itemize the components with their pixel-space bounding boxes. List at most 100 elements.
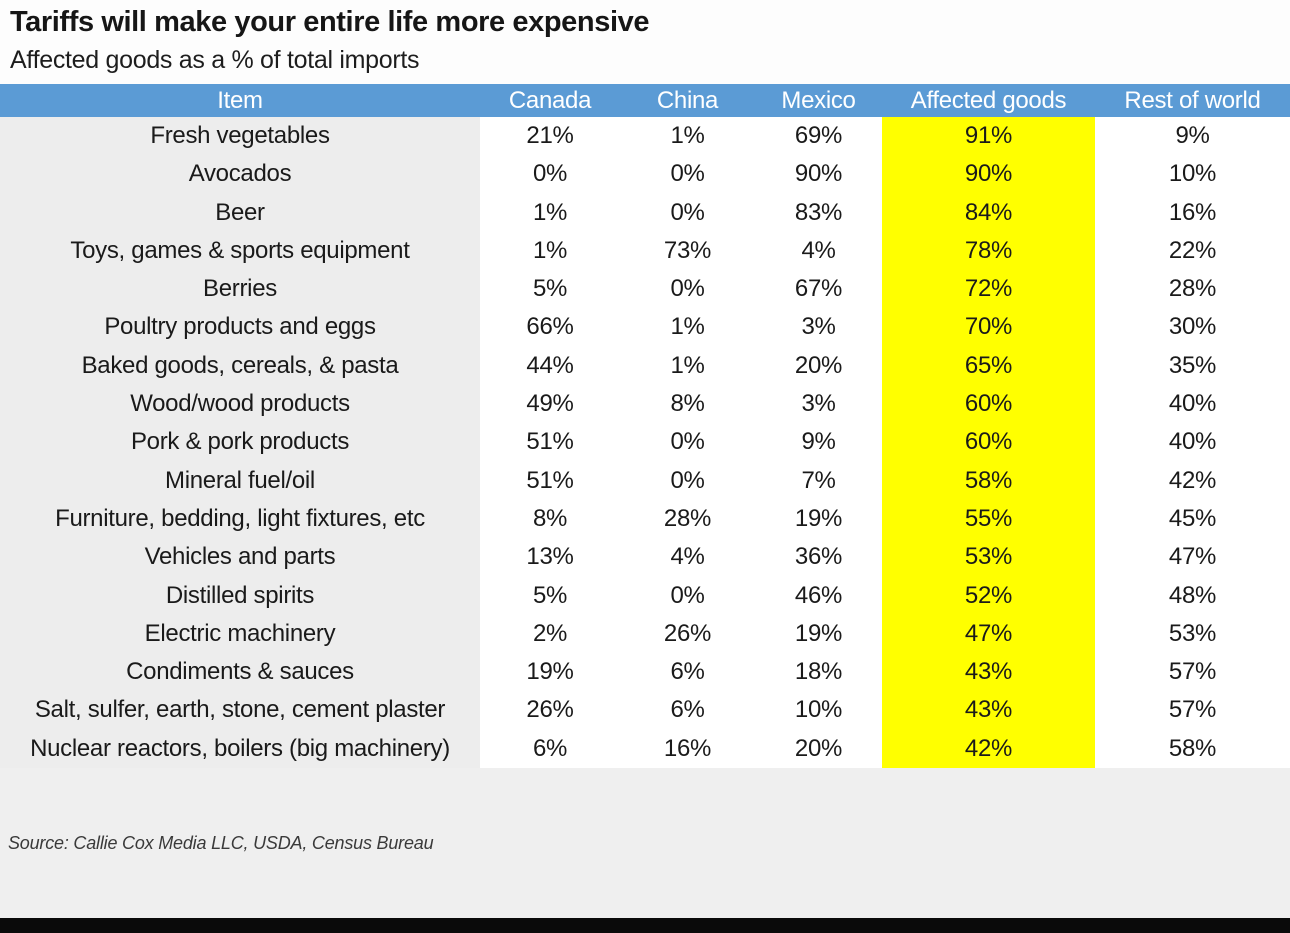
affected-goods-value-cell: 90% [882, 155, 1095, 194]
canada-value-cell: 8% [532, 504, 568, 532]
item-label: Baked goods, cereals, & pasta [81, 351, 399, 379]
rest-of-world-value-cell: 40% [1168, 390, 1217, 418]
table-row: Distilled spirits 5% 0% 46% 52% 48% [0, 576, 1290, 615]
item-cell: Salt, sulfer, earth, stone, cement plast… [0, 691, 480, 730]
item-cell: Baked goods, cereals, & pasta [0, 346, 480, 386]
item-label: Beer [215, 198, 265, 226]
item-label: Salt, sulfer, earth, stone, cement plast… [34, 696, 446, 724]
item-cell: Poultry products and eggs [0, 308, 480, 347]
table-row: Vehicles and parts 13% 4% 36% 53% 47% [0, 538, 1290, 577]
canada-value-cell: 19% [526, 658, 574, 686]
affected-goods-value-cell: 72% [882, 270, 1095, 309]
mexico-value-cell: 46% [794, 581, 843, 609]
source-attribution: Source: Callie Cox Media LLC, USDA, Cens… [8, 832, 434, 853]
affected-goods-value-cell: 91% [882, 117, 1095, 156]
canada-value-cell: 49% [526, 390, 574, 418]
item-label: Wood/wood products [130, 390, 350, 418]
affected-goods-value-cell: 47% [882, 614, 1095, 654]
canada-value-cell: 13% [526, 543, 574, 571]
rest-of-world-value-cell: 58% [1168, 734, 1217, 762]
table-row: Electric machinery 2% 26% 19% 47% 53% [0, 614, 1290, 654]
rest-of-world-value-cell: 10% [1168, 160, 1217, 188]
page-title: Tariffs will make your entire life more … [10, 6, 650, 38]
table-row: Mineral fuel/oil 51% 0% 7% 58% 42% [0, 461, 1290, 500]
canada-value-cell: 1% [532, 236, 568, 264]
mexico-value-cell: 36% [794, 543, 843, 571]
bottom-bar [0, 918, 1290, 933]
canada-value-cell: 5% [532, 581, 568, 609]
mexico-value-cell: 67% [794, 275, 843, 303]
item-cell: Mineral fuel/oil [0, 461, 480, 500]
affected-goods-value-cell: 52% [882, 576, 1095, 615]
china-value-cell: 1% [670, 122, 705, 149]
item-cell: Avocados [0, 155, 480, 194]
table-row: Furniture, bedding, light fixtures, etc 8… [0, 499, 1290, 539]
column-header-rest-of-world: Rest of world [1124, 86, 1261, 114]
item-label: Electric machinery [144, 619, 336, 647]
rest-of-world-value-cell: 40% [1168, 428, 1217, 456]
affected-goods-value-cell: 60% [882, 385, 1095, 424]
affected-goods-value-cell: 58% [882, 461, 1095, 500]
item-cell: Wood/wood products [0, 385, 480, 424]
affected-goods-value-cell: 42% [882, 729, 1095, 769]
affected-goods-value-cell: 60% [882, 423, 1095, 462]
rest-of-world-value-cell: 42% [1168, 466, 1217, 494]
china-value-cell: 0% [670, 275, 705, 303]
mexico-value-cell: 3% [801, 390, 836, 418]
item-cell: Fresh vegetables [0, 117, 480, 156]
item-label: Poultry products and eggs [104, 313, 376, 341]
china-value-cell: 1% [670, 351, 705, 379]
item-cell: Berries [0, 270, 480, 309]
table-row: Salt, sulfer, earth, stone, cement plast… [0, 691, 1290, 730]
table-row: Poultry products and eggs 66% 1% 3% 70% 30% [0, 308, 1290, 347]
china-value-cell: 16% [663, 734, 712, 762]
item-label: Vehicles and parts [144, 543, 336, 571]
affected-goods-value-cell: 55% [882, 499, 1095, 539]
mexico-value-cell: 83% [794, 198, 843, 226]
item-label: Avocados [188, 160, 292, 188]
item-cell: Distilled spirits [0, 576, 480, 615]
mexico-value-cell: 20% [794, 734, 843, 762]
item-cell: Condiments & sauces [0, 653, 480, 692]
item-label: Nuclear reactors, boilers (big machinery… [30, 734, 450, 762]
mexico-value-cell: 90% [794, 160, 843, 188]
china-value-cell: 8% [670, 390, 705, 418]
rest-of-world-value-cell: 45% [1168, 504, 1217, 532]
table-row: Beer 1% 0% 83% 84% 16% [0, 193, 1290, 232]
affected-goods-value-cell: 70% [882, 308, 1095, 347]
mexico-value-cell: 10% [794, 696, 843, 724]
canada-value-cell: 2% [532, 619, 568, 647]
rest-of-world-value-cell: 48% [1168, 581, 1217, 609]
rest-of-world-value-cell: 57% [1168, 658, 1217, 686]
item-cell: Vehicles and parts [0, 538, 480, 577]
china-value-cell: 4% [670, 543, 705, 571]
mexico-value-cell: 18% [794, 658, 843, 686]
china-value-cell: 26% [663, 619, 712, 647]
canada-value-cell: 0% [532, 160, 568, 188]
item-label: Condiments & sauces [126, 658, 354, 686]
item-cell: Electric machinery [0, 614, 480, 654]
rest-of-world-value-cell: 57% [1168, 696, 1217, 724]
mexico-value-cell: 19% [794, 504, 843, 532]
item-label: Distilled spirits [165, 581, 315, 609]
table-row: Avocados 0% 0% 90% 90% 10% [0, 155, 1290, 194]
canada-value-cell: 6% [532, 734, 568, 762]
china-value-cell: 0% [670, 581, 705, 609]
china-value-cell: 0% [670, 198, 705, 226]
item-label: Furniture, bedding, light fixtures, etc [55, 504, 425, 532]
column-header-china: China [656, 86, 719, 114]
item-label: Pork & pork products [130, 428, 350, 456]
item-label: Fresh vegetables [150, 122, 330, 149]
rest-of-world-value-cell: 53% [1168, 619, 1217, 647]
table-row: Condiments & sauces 19% 6% 18% 43% 57% [0, 653, 1290, 692]
mexico-value-cell: 4% [801, 236, 836, 264]
table-row: Wood/wood products 49% 8% 3% 60% 40% [0, 385, 1290, 424]
rest-of-world-value-cell: 47% [1168, 543, 1217, 571]
mexico-value-cell: 20% [794, 351, 843, 379]
canada-value-cell: 1% [532, 198, 568, 226]
rest-of-world-value-cell: 22% [1168, 236, 1217, 264]
china-value-cell: 6% [670, 658, 705, 686]
title-block: Tariffs will make your entire life more … [0, 0, 1290, 84]
china-value-cell: 28% [663, 504, 712, 532]
